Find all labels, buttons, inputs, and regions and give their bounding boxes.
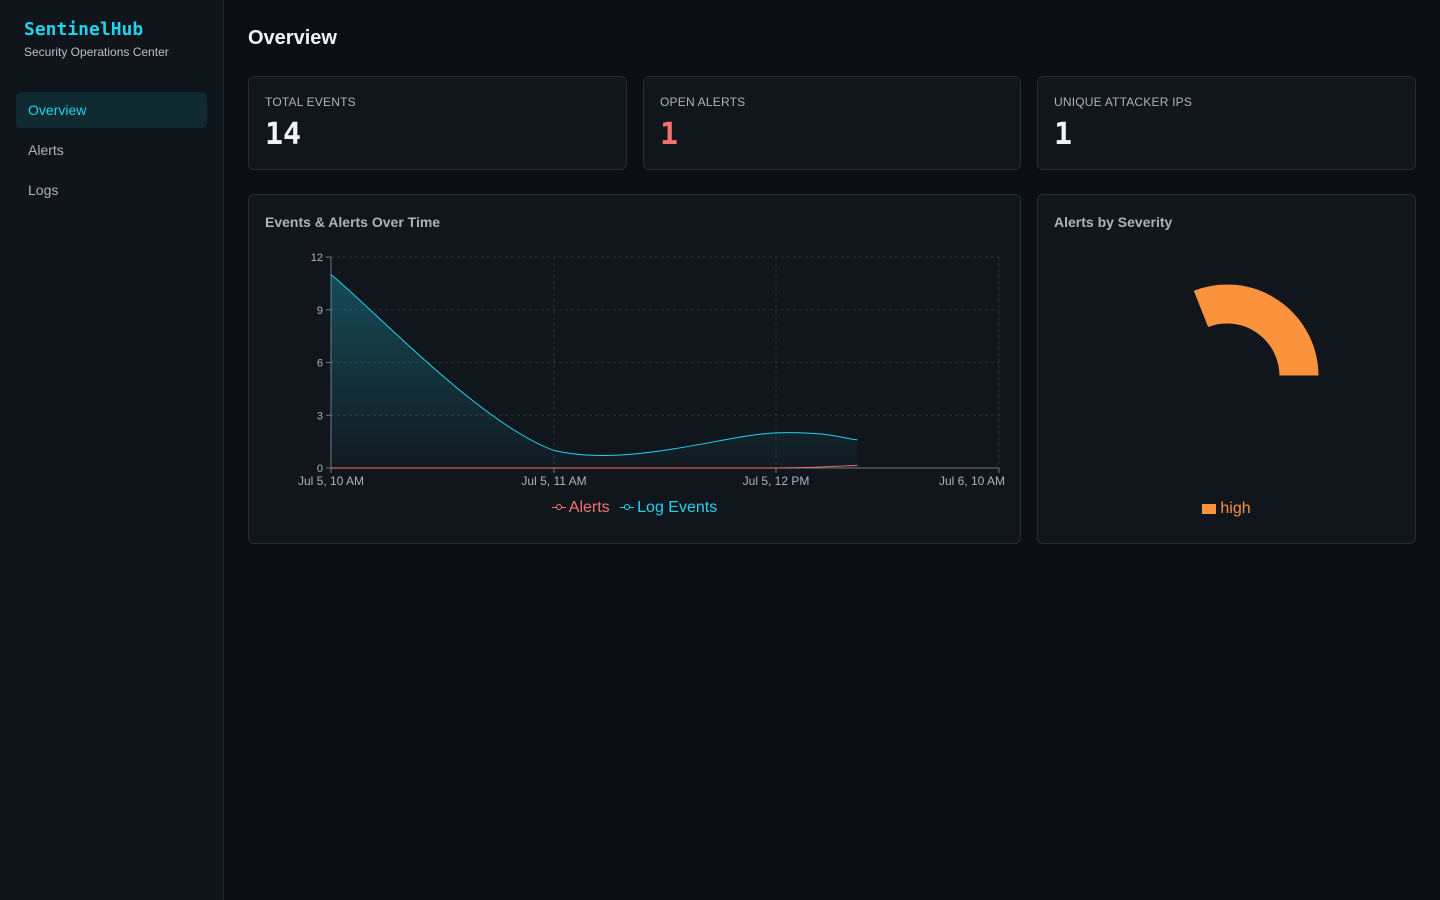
x-tick-label: Jul 5, 11 AM: [521, 474, 586, 488]
sidebar-item-alerts[interactable]: Alerts: [28, 142, 64, 158]
pie-slice-high: [1192, 283, 1320, 377]
y-tick-label: 9: [317, 305, 323, 317]
timeline-chart: 0 3 6 9 12 Jul 5, 10 AM Jul 5, 11 AM Jul 5, 12 …: [298, 252, 1005, 488]
timeline-legend: Alerts Log Events: [249, 499, 1020, 517]
page-title: Overview: [248, 27, 337, 49]
x-tick-label: Jul 5, 12 PM: [743, 474, 810, 488]
series-area-log-events: [331, 274, 858, 468]
stat-value: 1: [660, 117, 679, 152]
severity-title: Alerts by Severity: [1054, 214, 1173, 230]
sidebar-item-logs[interactable]: Logs: [28, 182, 59, 198]
sidebar: SentinelHub Security Operations Center O…: [0, 0, 224, 900]
legend-item-log-events[interactable]: Log Events: [620, 499, 717, 517]
app-logo: SentinelHub: [24, 19, 144, 40]
legend-item-alerts[interactable]: Alerts: [551, 499, 610, 517]
stat-value: 14: [265, 117, 302, 152]
legend-label: high: [1220, 500, 1251, 517]
timeline-panel: Events & Alerts Over Time 0 3 6 9 12 Jul 5, 1…: [248, 194, 1021, 544]
x-tick-label: Jul 5, 10 AM: [298, 474, 364, 488]
app-subtitle: Security Operations Center: [24, 45, 169, 59]
stat-card-open-alerts: OPEN ALERTS 1: [643, 76, 1021, 170]
stat-label: OPEN ALERTS: [660, 95, 746, 109]
x-tick-label: Jul 6, 10 AM: [939, 474, 1005, 488]
legend-item-high[interactable]: high: [1202, 500, 1251, 518]
series-line-alerts: [331, 464, 858, 469]
series-line-log-events: [330, 274, 858, 456]
severity-panel: Alerts by Severity high: [1037, 194, 1416, 544]
sidebar-item-overview[interactable]: Overview: [16, 92, 207, 128]
severity-legend: high: [1038, 500, 1415, 518]
stat-value: 1: [1054, 117, 1073, 152]
y-tick-label: 12: [311, 252, 323, 264]
line-marker-icon: [620, 503, 635, 513]
y-tick-label: 3: [317, 410, 323, 422]
severity-chart: [1192, 283, 1320, 377]
legend-label: Log Events: [637, 499, 718, 516]
legend-label: Alerts: [568, 499, 610, 516]
y-tick-label: 0: [317, 463, 323, 475]
stat-label: TOTAL EVENTS: [265, 95, 356, 109]
stat-card-total-events: TOTAL EVENTS 14: [248, 76, 627, 170]
y-tick-label: 6: [317, 358, 323, 370]
swatch-icon: [1202, 503, 1217, 514]
timeline-title: Events & Alerts Over Time: [265, 214, 441, 230]
stat-label: UNIQUE ATTACKER IPS: [1054, 95, 1193, 109]
line-marker-icon: [551, 503, 566, 513]
stat-card-unique-attacker-ips: UNIQUE ATTACKER IPS 1: [1037, 76, 1416, 170]
